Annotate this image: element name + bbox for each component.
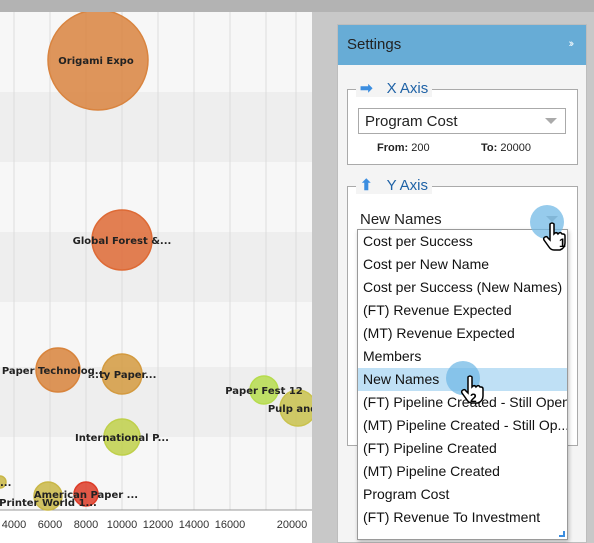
- x-from: From: 200: [377, 142, 430, 154]
- dropdown-option[interactable]: (MT) Pipeline Created - Still Op...: [363, 417, 567, 433]
- arrow-right-icon: ➡: [360, 80, 373, 97]
- settings-title: Settings: [347, 36, 402, 53]
- x-tick-label: 14000: [179, 519, 210, 531]
- x-axis-label: X Axis: [386, 79, 429, 97]
- x-tick-label: 20000: [277, 519, 308, 531]
- bubble[interactable]: [101, 353, 143, 395]
- bubble-label: ...ty Paper...: [88, 370, 157, 381]
- y-axis-legend: ⬆ Y Axis: [356, 176, 432, 194]
- dropdown-option[interactable]: Cost per New Name: [363, 256, 490, 272]
- bubble-label: ...: [0, 478, 11, 489]
- bubble[interactable]: [0, 475, 7, 489]
- x-axis-selected-value: Program Cost: [365, 113, 458, 130]
- x-from-label: From:: [377, 142, 409, 154]
- x-to-label: To:: [481, 142, 498, 154]
- settings-header: Settings ››: [338, 25, 586, 65]
- bubble-label: Paper Technolog...: [2, 366, 106, 377]
- bubble[interactable]: [47, 12, 149, 111]
- bubble[interactable]: [103, 418, 141, 456]
- dropdown-options: Cost per Success Cost per New Name Cost pe…: [358, 230, 567, 529]
- x-axis-select[interactable]: Program Cost: [358, 108, 566, 134]
- bubble-label: Printer World 1...: [0, 498, 97, 509]
- arrow-up-icon: ⬆: [360, 177, 373, 194]
- bubble-label: American Paper ...: [34, 490, 138, 501]
- bubble-label: International P...: [75, 433, 169, 444]
- bubble[interactable]: [35, 347, 81, 393]
- hand-cursor-icon: [543, 222, 566, 251]
- chevron-down-icon: [545, 118, 557, 124]
- x-tick-label: 10000: [107, 519, 138, 531]
- dropdown-option[interactable]: (FT) Revenue To Investment: [363, 509, 541, 525]
- step-number: 2: [470, 391, 477, 405]
- y-axis-selected-value: New Names: [360, 211, 442, 228]
- top-bar: [0, 0, 594, 12]
- x-from-value[interactable]: 200: [411, 142, 430, 154]
- dropdown-option[interactable]: (MT) Revenue Expected: [363, 325, 515, 341]
- hand-cursor-icon: [461, 375, 484, 404]
- bubble[interactable]: [249, 375, 279, 405]
- x-tick-label: 12000: [143, 519, 174, 531]
- bubble[interactable]: [279, 389, 312, 427]
- bubble-label: Origami Expo: [58, 56, 134, 67]
- resize-grip-icon[interactable]: [559, 531, 565, 537]
- x-axis-group: ➡ X Axis Program Cost From: 200 To: 2000…: [347, 79, 578, 165]
- x-tick-label: 16000: [215, 519, 246, 531]
- bubble-label: Global Forest &...: [73, 236, 172, 247]
- bubble[interactable]: [33, 481, 63, 511]
- dropdown-option[interactable]: Program Cost: [363, 486, 450, 502]
- bubble-chart: Origami Expo Global Forest &... Paper Tech…: [0, 12, 312, 543]
- bubble-label: Paper Fest 12: [225, 386, 303, 397]
- dropdown-option[interactable]: (MT) Pipeline Created: [363, 463, 500, 479]
- dropdown-option[interactable]: Cost per Success (New Names): [363, 279, 563, 295]
- chart-band: [0, 92, 312, 162]
- double-chevron-right-icon[interactable]: ››: [568, 38, 575, 50]
- x-tick-label: 6000: [38, 519, 62, 531]
- x-to-value[interactable]: 20000: [500, 142, 531, 154]
- dropdown-option[interactable]: Cost per Success: [363, 233, 473, 249]
- dropdown-option[interactable]: (FT) Pipeline Created - Still Open: [363, 394, 567, 410]
- x-tick-label: 8000: [74, 519, 98, 531]
- bubble[interactable]: [73, 481, 99, 507]
- x-to: To: 20000: [481, 142, 531, 154]
- x-axis-legend: ➡ X Axis: [356, 79, 433, 97]
- dropdown-option[interactable]: (FT) Pipeline Created: [363, 440, 497, 456]
- chart-canvas: Origami Expo Global Forest &... Paper Tech…: [0, 12, 312, 531]
- dropdown-option[interactable]: Members: [363, 348, 422, 364]
- y-axis-label: Y Axis: [386, 176, 428, 194]
- x-tick-label: 4000: [2, 519, 26, 531]
- chart-band: [0, 162, 312, 232]
- chart-band: [0, 232, 312, 302]
- chart-band: [0, 12, 312, 92]
- step-number: 1: [559, 236, 566, 250]
- bubble[interactable]: [91, 209, 153, 271]
- dropdown-option[interactable]: (FT) Revenue Expected: [363, 302, 512, 318]
- bubble-label: Pulp and P: [268, 404, 312, 415]
